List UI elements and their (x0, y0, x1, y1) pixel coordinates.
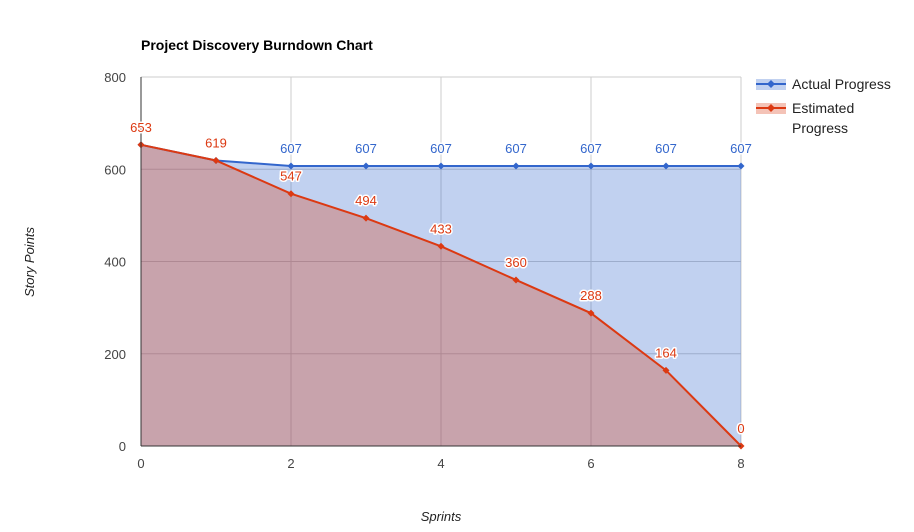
data-point-marker (662, 162, 670, 170)
data-label: 607 (730, 141, 752, 156)
series-lines (137, 141, 745, 450)
data-label: 619 (205, 135, 227, 150)
data-point-marker (287, 162, 295, 170)
data-labels: 607 607 607 607 607 607 607 653 619 547 494 433 360 2… (129, 118, 754, 437)
data-label: 547 (280, 169, 302, 184)
data-label: 0 (737, 421, 744, 436)
data-label: 607 (280, 141, 302, 156)
series-area-0 (141, 144, 741, 446)
legend-marker (767, 80, 775, 88)
data-point-marker (362, 162, 370, 170)
y-tick-label: 400 (104, 255, 126, 270)
data-label: 607 (355, 141, 377, 156)
legend-item-0[interactable]: Actual Progress (756, 76, 891, 92)
data-point-marker (437, 162, 445, 170)
legend[interactable]: Actual Progress Estimated Progress (756, 76, 891, 136)
data-point-marker (512, 162, 520, 170)
legend-label: Progress (792, 120, 848, 136)
y-tick-label: 800 (104, 70, 126, 85)
y-axis-title: Story Points (22, 226, 37, 297)
chart-title: Project Discovery Burndown Chart (141, 37, 373, 53)
x-axis-title: Sprints (421, 509, 462, 524)
data-label: 653 (130, 120, 152, 135)
y-tick-label: 200 (104, 347, 126, 362)
data-label: 607 (505, 141, 527, 156)
y-tick-label: 0 (119, 439, 126, 454)
x-tick-label: 2 (287, 456, 294, 471)
data-point-marker (512, 276, 520, 284)
data-label: 607 (655, 141, 677, 156)
y-tick-label: 600 (104, 162, 126, 177)
series-area-1 (141, 144, 741, 446)
data-point-marker (662, 366, 670, 374)
data-label: 494 (355, 193, 377, 208)
x-tick-label: 8 (737, 456, 744, 471)
data-point-marker (287, 190, 295, 198)
data-point-marker (437, 242, 445, 250)
data-point-marker (212, 156, 220, 164)
data-label: 288 (580, 288, 602, 303)
data-label: 433 (430, 221, 452, 236)
legend-label: Estimated (792, 100, 854, 116)
axes: 0 200 400 600 800 0 2 4 6 8 (104, 70, 744, 471)
data-point-marker (362, 214, 370, 222)
x-tick-label: 6 (587, 456, 594, 471)
data-label: 607 (580, 141, 602, 156)
data-point-marker (587, 309, 595, 317)
x-tick-label: 0 (137, 456, 144, 471)
data-label: 360 (505, 255, 527, 270)
legend-label: Actual Progress (792, 76, 891, 92)
data-label: 607 (430, 141, 452, 156)
legend-marker (767, 104, 775, 112)
x-tick-label: 4 (437, 456, 444, 471)
legend-item-1[interactable]: Estimated Progress (756, 100, 854, 136)
series-areas (141, 144, 741, 446)
data-point-marker (737, 162, 745, 170)
data-point-marker (587, 162, 595, 170)
data-label: 164 (655, 345, 677, 360)
